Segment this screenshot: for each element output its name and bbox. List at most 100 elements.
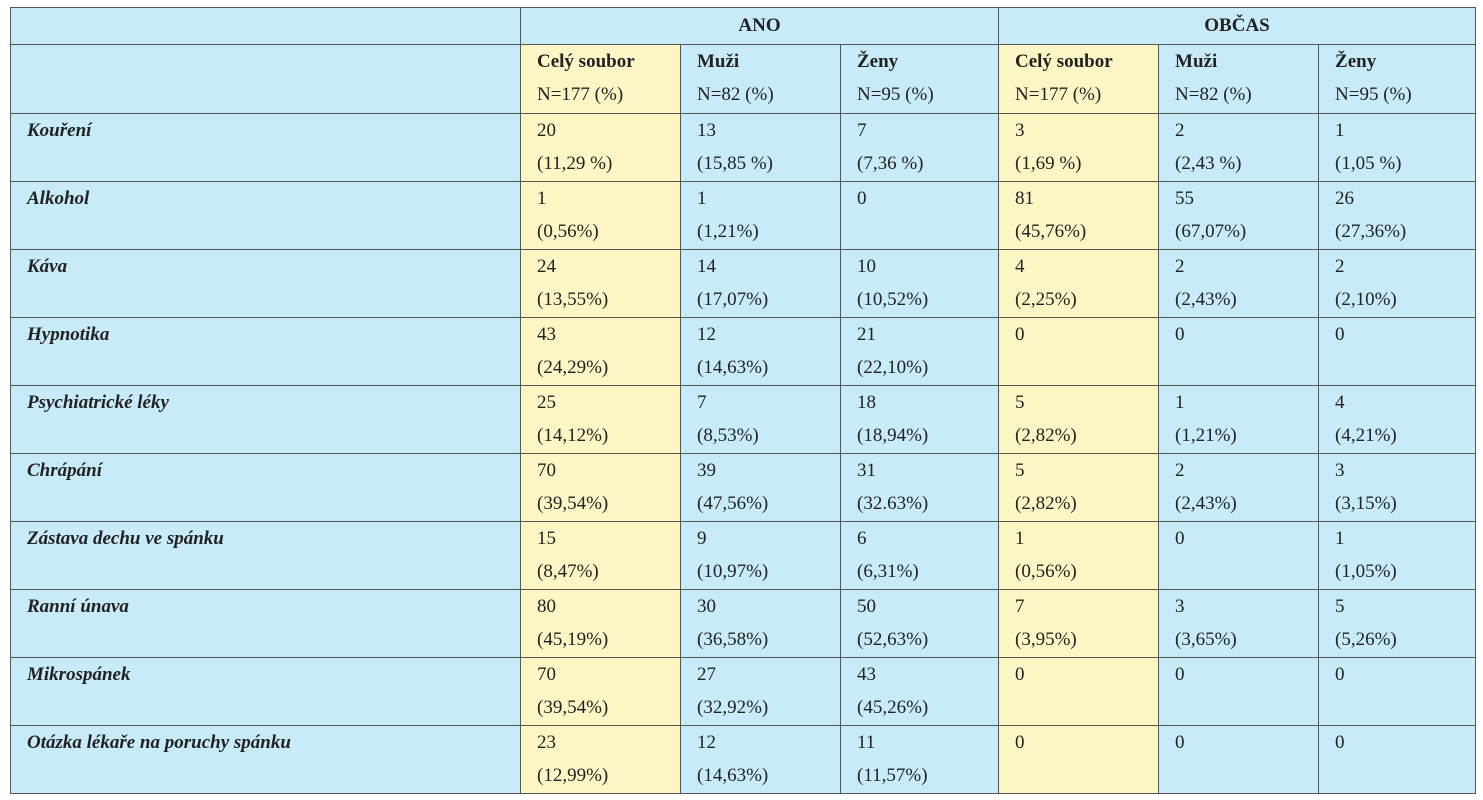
- data-row: Hypnotika 43 (24,29%) 12 (14,63%) 21 (22,10%) 0…: [10, 317, 1477, 386]
- data-cell: 0: [1318, 317, 1477, 386]
- row-label: Psychiatrické léky: [10, 385, 521, 454]
- data-cell: 0: [1158, 521, 1320, 590]
- data-cell: 7 (7,36 %): [839, 113, 1000, 182]
- corner-cell: [10, 44, 521, 114]
- subheader-cell: Ženy N=95 (%): [839, 44, 1000, 114]
- data-cell: 12 (14,63%): [680, 317, 841, 386]
- percent: (1,05%): [1335, 561, 1397, 582]
- data-cell: 4 (4,21%): [1318, 385, 1477, 454]
- percent: (4,21%): [1335, 425, 1397, 446]
- percent: (14,63%): [697, 765, 769, 786]
- count: 3: [1335, 460, 1345, 481]
- data-cell: 1 (1,21%): [680, 181, 841, 250]
- data-cell: 7 (3,95%): [998, 589, 1160, 658]
- subheader-name: Celý soubor: [537, 51, 635, 72]
- count: 0: [1175, 528, 1185, 549]
- percent: (14,12%): [537, 425, 609, 446]
- subheader-name: Celý soubor: [1015, 51, 1113, 72]
- percent: (52,63%): [857, 629, 929, 650]
- data-row: Kouření 20 (11,29 %) 13 (15,85 %) 7 (7,36 %) 3 (…: [10, 113, 1477, 182]
- percent: (6,31%): [857, 561, 919, 582]
- count: 1: [537, 188, 547, 209]
- data-row: Mikrospánek 70 (39,54%) 27 (32,92%) 43 (45,26%…: [10, 657, 1477, 726]
- count: 0: [1015, 732, 1025, 753]
- data-cell: 21 (22,10%): [839, 317, 1000, 386]
- row-label: Hypnotika: [10, 317, 521, 386]
- data-cell: 3 (1,69 %): [998, 113, 1160, 182]
- data-cell: 27 (32,92%): [680, 657, 841, 726]
- count: 0: [1335, 732, 1345, 753]
- table-body: ANO OBČAS Celý soubor N=177 (%) Muži N=82 (%)…: [10, 7, 1477, 794]
- percent: (3,95%): [1015, 629, 1077, 650]
- header-row: ANO OBČAS: [10, 7, 1477, 45]
- count: 5: [1015, 392, 1025, 413]
- subheader-name: Ženy: [1335, 51, 1377, 72]
- subheader-row: Celý soubor N=177 (%) Muži N=82 (%) Ženy N=95…: [10, 44, 1477, 114]
- count: 1: [1015, 528, 1025, 549]
- data-cell: 0: [998, 657, 1160, 726]
- count: 31: [857, 460, 876, 481]
- data-cell: 0: [998, 725, 1160, 794]
- count: 39: [697, 460, 716, 481]
- percent: (14,63%): [697, 357, 769, 378]
- percent: (10,52%): [857, 289, 929, 310]
- percent: (18,94%): [857, 425, 929, 446]
- data-cell: 1 (1,05%): [1318, 521, 1477, 590]
- data-cell: 1 (0,56%): [520, 181, 681, 250]
- count: 1: [1175, 392, 1185, 413]
- percent: (47,56%): [697, 493, 769, 514]
- data-cell: 80 (45,19%): [520, 589, 681, 658]
- count: 4: [1335, 392, 1345, 413]
- count: 3: [1015, 120, 1025, 141]
- percent: (1,21%): [697, 221, 759, 242]
- percent: (1,69 %): [1015, 153, 1082, 174]
- data-row: Ranní únava 80 (45,19%) 30 (36,58%) 50 (52,63%…: [10, 589, 1477, 658]
- count: 2: [1175, 256, 1185, 277]
- percent: (2,43%): [1175, 493, 1237, 514]
- data-cell: 30 (36,58%): [680, 589, 841, 658]
- count: 43: [537, 324, 556, 345]
- data-cell: 5 (2,82%): [998, 385, 1160, 454]
- count: 26: [1335, 188, 1355, 209]
- percent: (67,07%): [1175, 221, 1247, 242]
- data-cell: 39 (47,56%): [680, 453, 841, 522]
- data-cell: 2 (2,43%): [1158, 453, 1320, 522]
- count: 9: [697, 528, 707, 549]
- count: 1: [1335, 528, 1345, 549]
- data-cell: 1 (1,21%): [1158, 385, 1320, 454]
- data-cell: 12 (14,63%): [680, 725, 841, 794]
- row-label: Káva: [10, 249, 521, 318]
- count: 25: [537, 392, 556, 413]
- row-label: Kouření: [10, 113, 521, 182]
- count: 13: [697, 120, 716, 141]
- percent: (1,05 %): [1335, 153, 1402, 174]
- percent: (39,54%): [537, 697, 609, 718]
- count: 14: [697, 256, 716, 277]
- percent: (22,10%): [857, 357, 929, 378]
- subheader-n: N=177 (%): [1015, 84, 1102, 105]
- count: 7: [697, 392, 707, 413]
- percent: (11,57%): [857, 765, 928, 786]
- percent: (2,43%): [1175, 289, 1237, 310]
- percent: (8,53%): [697, 425, 759, 446]
- data-cell: 1 (1,05 %): [1318, 113, 1477, 182]
- count: 5: [1335, 596, 1345, 617]
- data-cell: 81 (45,76%): [998, 181, 1160, 250]
- data-row: Chrápání 70 (39,54%) 39 (47,56%) 31 (32.63%) 5 (…: [10, 453, 1477, 522]
- group-header: OBČAS: [998, 7, 1477, 45]
- count: 2: [1175, 460, 1185, 481]
- count: 70: [537, 664, 556, 685]
- data-cell: 1 (0,56%): [998, 521, 1160, 590]
- data-cell: 70 (39,54%): [520, 453, 681, 522]
- data-cell: 6 (6,31%): [839, 521, 1000, 590]
- data-cell: 20 (11,29 %): [520, 113, 681, 182]
- percent: (5,26%): [1335, 629, 1397, 650]
- count: 18: [857, 392, 876, 413]
- data-row: Otázka lékaře na poruchy spánku 23 (12,99%…: [10, 725, 1477, 794]
- percent: (1,21%): [1175, 425, 1237, 446]
- count: 15: [537, 528, 556, 549]
- count: 0: [1175, 324, 1185, 345]
- subheader-cell: Muži N=82 (%): [1158, 44, 1320, 114]
- percent: (2,82%): [1015, 493, 1077, 514]
- percent: (36,58%): [697, 629, 769, 650]
